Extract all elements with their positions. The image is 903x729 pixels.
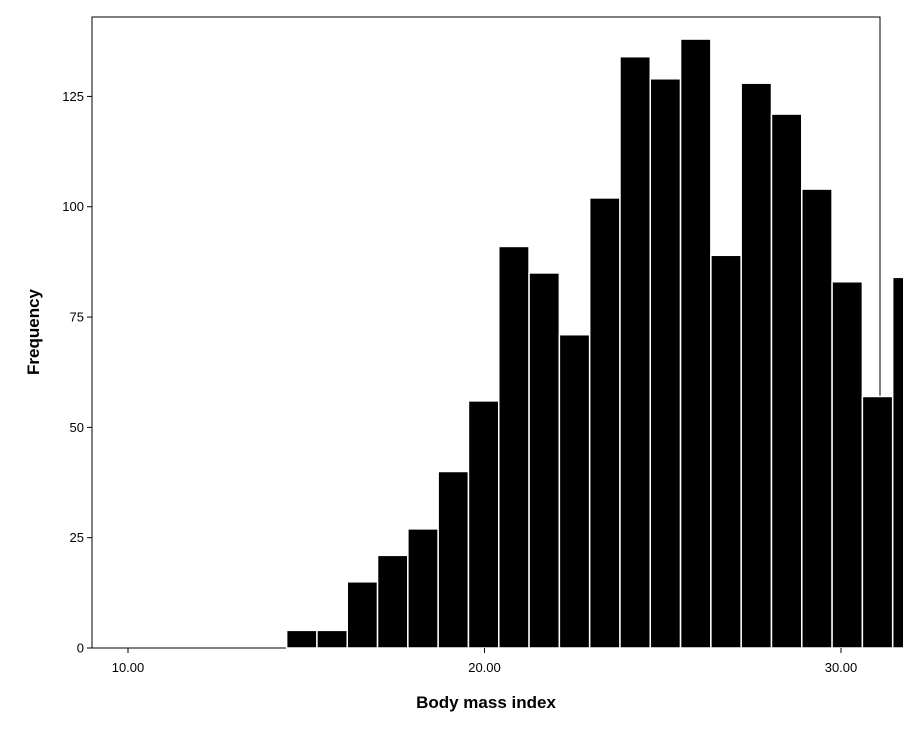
- y-tick-label: 0: [77, 641, 84, 656]
- histogram-bar: [285, 629, 318, 649]
- histogram-bar: [407, 528, 439, 649]
- histogram-bar: [346, 581, 379, 649]
- y-tick-label: 125: [62, 89, 84, 104]
- histogram-bar: [740, 82, 773, 649]
- y-tick-label: 75: [70, 310, 84, 325]
- histogram-bar: [588, 197, 621, 649]
- histogram-bar: [498, 245, 530, 649]
- x-tick-label: 30.00: [825, 660, 858, 675]
- histogram-bar: [801, 188, 833, 649]
- histogram-bar: [891, 276, 903, 649]
- histogram-bar: [861, 395, 894, 649]
- x-axis-title: Body mass index: [416, 693, 556, 712]
- histogram-bar: [649, 78, 682, 649]
- histogram-bar: [770, 113, 803, 649]
- histogram-bar: [467, 400, 500, 649]
- x-tick-label: 10.00: [112, 660, 145, 675]
- y-tick-label: 25: [70, 530, 84, 545]
- histogram-bar: [619, 55, 652, 649]
- histogram-bar: [710, 254, 742, 649]
- y-axis-ticks: 0 25 50 75 100 125: [62, 89, 92, 656]
- histogram-bar: [679, 38, 712, 649]
- histogram-bar: [437, 470, 470, 649]
- histogram-bar: [376, 554, 409, 649]
- x-tick-label: 20.00: [468, 660, 501, 675]
- y-axis-title: Frequency: [24, 288, 43, 375]
- histogram-bar: [316, 629, 349, 649]
- histogram-bar: [528, 272, 561, 649]
- histogram-bar: [558, 333, 591, 649]
- y-tick-label: 50: [70, 420, 84, 435]
- bars-group: [285, 38, 903, 649]
- histogram-bar: [831, 281, 864, 649]
- y-tick-label: 100: [62, 199, 84, 214]
